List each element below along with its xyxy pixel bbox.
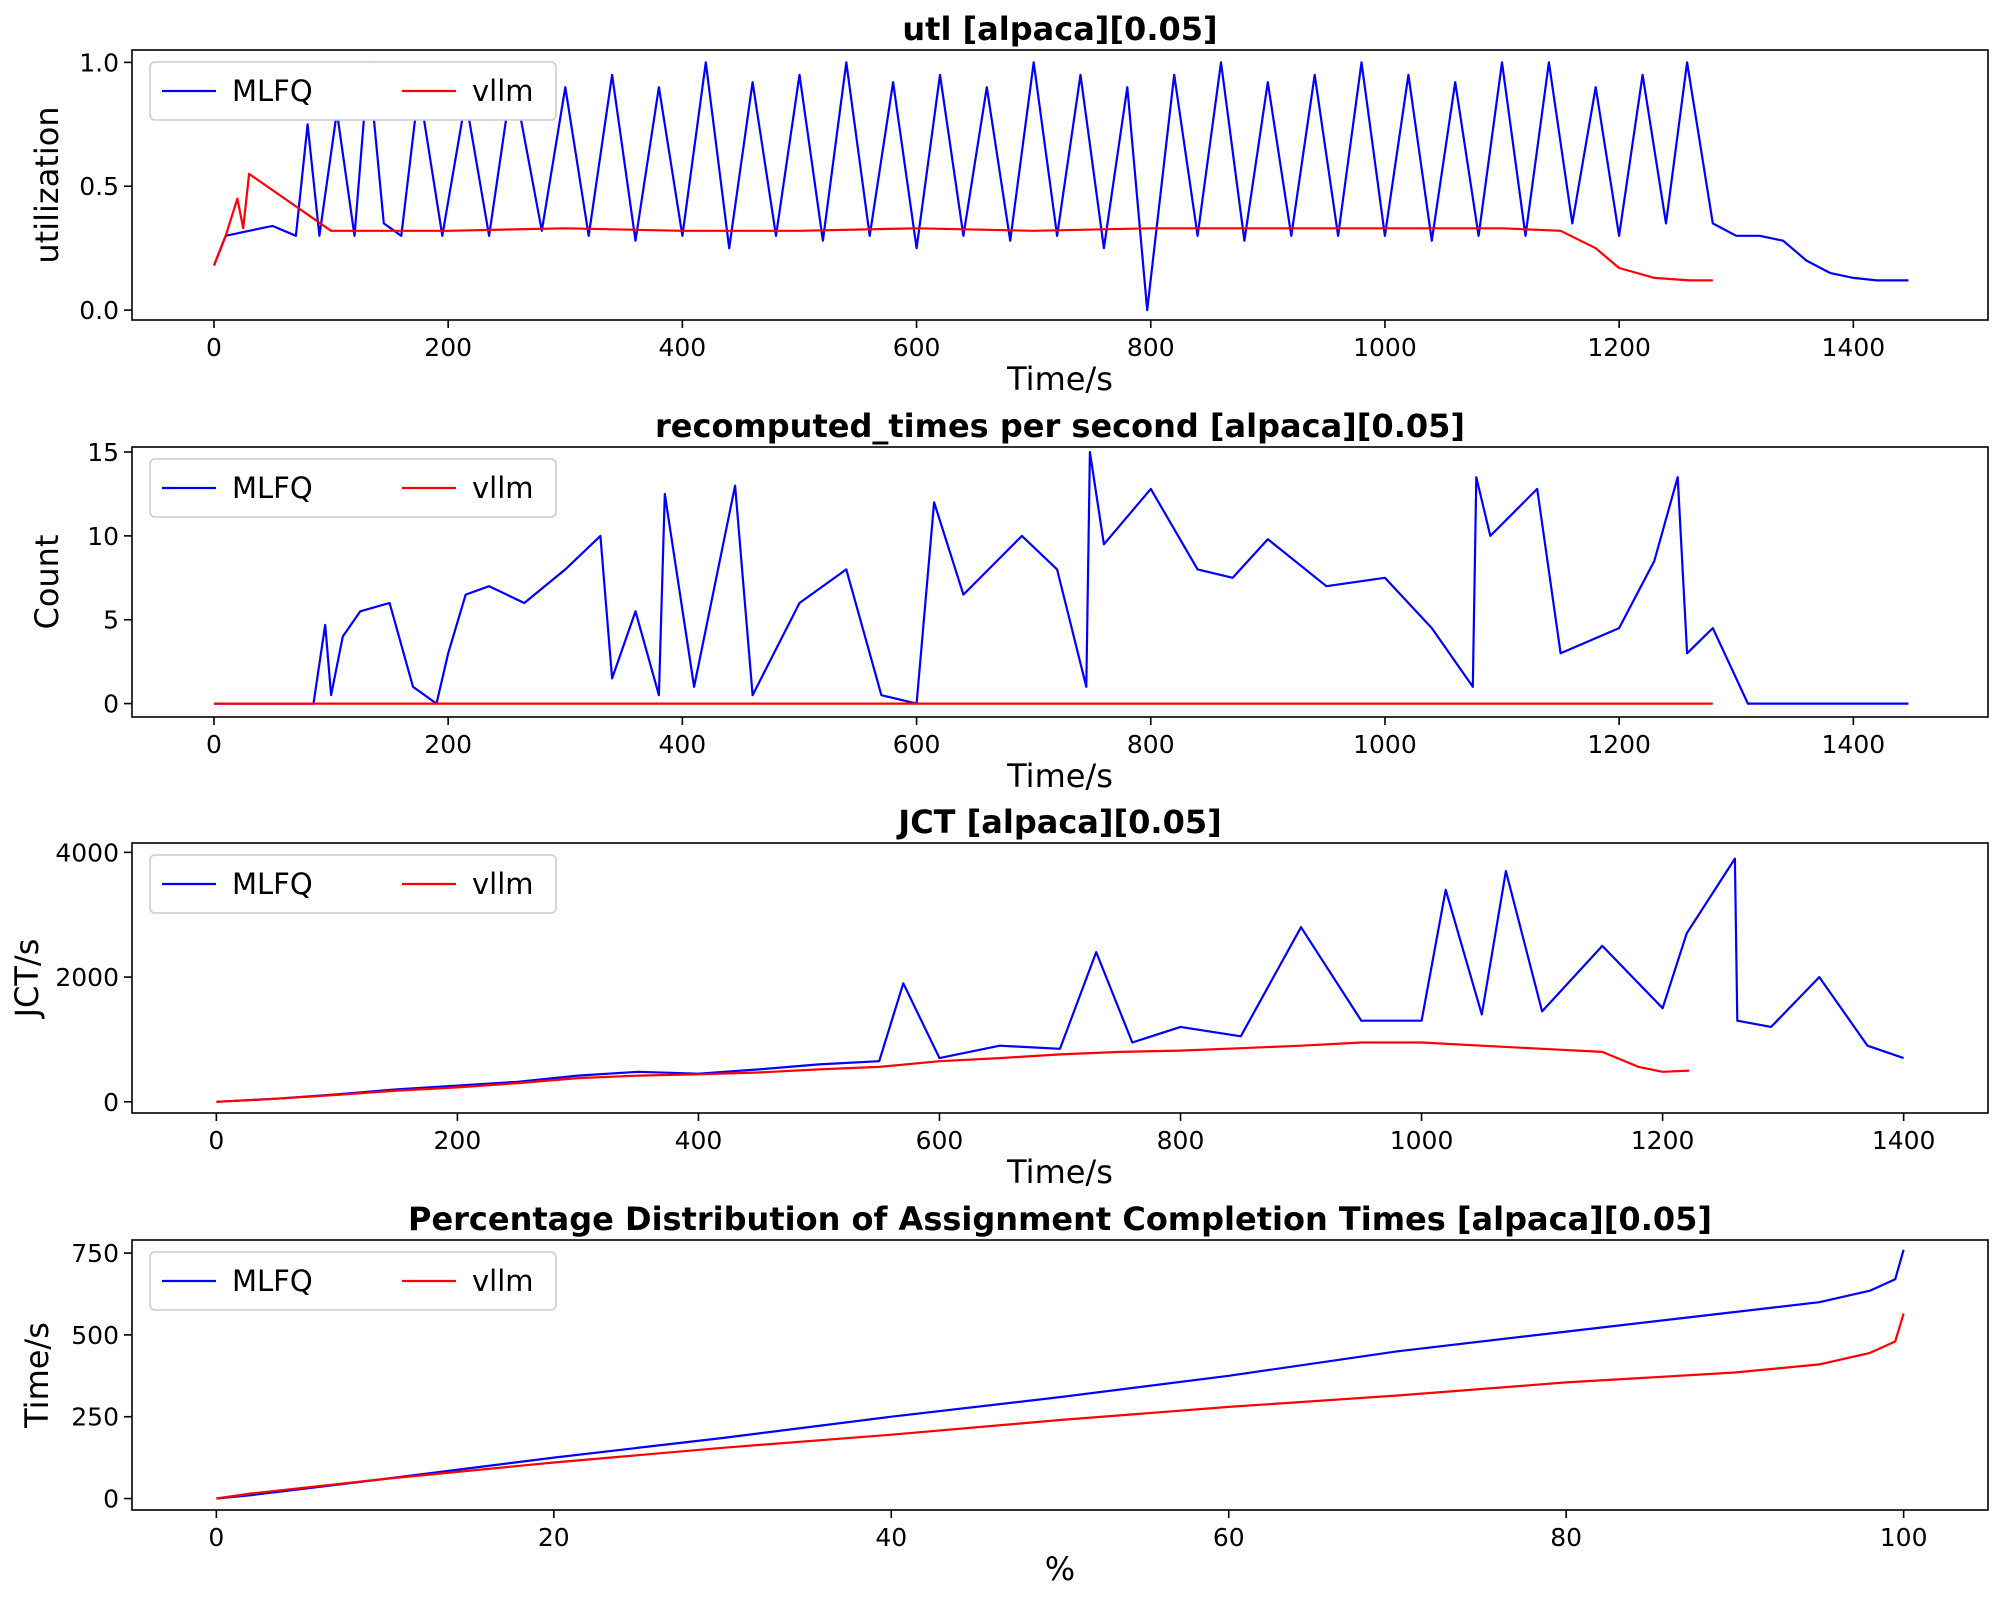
x-tick-label: 1200 [1587,730,1651,759]
x-tick-label: 80 [1550,1523,1582,1552]
subplot-3: 0 200 400 600 800 1000 1200 1400 0 2000 4000 JCT [a… [8,803,1989,1191]
x-tick-label: 200 [434,1126,482,1155]
x-axis-label: Time/s [1006,757,1113,795]
x-tick-label: 1400 [1872,1126,1936,1155]
x-axis-label: Time/s [1006,360,1113,398]
chart-title: Percentage Distribution of Assignment Co… [408,1200,1712,1238]
axes-frame [131,49,1989,321]
x-tick-label: 0 [206,333,222,362]
legend: MLFQ vllm [149,61,557,121]
x-axis-label: % [1045,1550,1075,1588]
axes-frame [131,446,1989,718]
x-tick-label: 20 [538,1523,570,1552]
x-tick-label: 600 [893,730,941,759]
y-tick-label: 0 [103,1485,119,1514]
x-tick-label: 400 [675,1126,723,1155]
y-tick-label: 1.0 [79,48,119,77]
x-tick-label: 1400 [1822,333,1886,362]
y-tick-label: 250 [71,1403,119,1432]
x-tick-label: 40 [875,1523,907,1552]
y-axis-label: JCT/s [8,939,46,1020]
legend-label-mlfq: MLFQ [232,74,313,108]
subplot-2: 0 200 400 600 800 1000 1200 1400 0 5 10 15 recompute… [28,407,1989,795]
y-tick-label: 10 [87,522,119,551]
legend-label-mlfq: MLFQ [232,867,313,901]
subplot-1: 0 200 400 600 800 1000 1200 1400 0.0 0.5 1.0 utl [a… [28,10,1989,398]
x-tick-label: 60 [1213,1523,1245,1552]
x-tick-label: 400 [659,730,707,759]
y-tick-label: 0 [103,690,119,719]
x-tick-label: 0 [208,1523,224,1552]
legend-box [149,458,557,518]
axes-frame [131,842,1989,1114]
x-tick-label: 800 [1127,730,1175,759]
x-tick-label: 100 [1880,1523,1928,1552]
series-line-vllm [216,1313,1905,1500]
legend: MLFQ vllm [149,854,557,914]
x-tick-label: 800 [1127,333,1175,362]
legend-box [149,1251,557,1311]
chart-title: utl [alpaca][0.05] [902,10,1217,48]
y-axis-label: utilization [28,106,66,263]
chart-title: JCT [alpaca][0.05] [896,803,1221,841]
x-tick-label: 1400 [1822,730,1886,759]
subplot-4: 0 20 40 60 80 100 0 250 500 750 Percentage Distrib… [18,1200,1989,1588]
legend-label-mlfq: MLFQ [232,471,313,505]
x-tick-label: 0 [206,730,222,759]
y-axis-label: Count [28,534,66,629]
legend-box [149,61,557,121]
y-tick-label: 750 [71,1239,119,1268]
x-tick-label: 1000 [1390,1126,1454,1155]
series-line-mlfq [216,857,1904,1103]
legend-box [149,854,557,914]
legend-label-vllm: vllm [472,1264,534,1298]
x-tick-label: 400 [659,333,707,362]
x-tick-label: 600 [893,333,941,362]
y-tick-label: 0.5 [79,172,119,201]
x-tick-label: 1000 [1353,730,1417,759]
series-line-vllm [212,172,1713,282]
chart-title: recomputed_times per second [alpaca][0.0… [655,407,1465,445]
axes-frame [131,1239,1989,1511]
series-line-mlfq [216,1249,1905,1500]
legend-label-mlfq: MLFQ [232,1264,313,1298]
x-tick-label: 0 [208,1126,224,1155]
x-tick-label: 1000 [1353,333,1417,362]
x-tick-label: 200 [424,333,472,362]
x-tick-label: 1200 [1631,1126,1695,1155]
x-tick-label: 1200 [1587,333,1651,362]
x-tick-label: 800 [1157,1126,1205,1155]
y-tick-label: 4000 [55,838,119,867]
y-tick-label: 0 [103,1088,119,1117]
legend: MLFQ vllm [149,458,557,518]
series-line-mlfq [212,61,1909,312]
y-tick-label: 0.0 [79,296,119,325]
y-tick-label: 2000 [55,963,119,992]
x-axis-label: Time/s [1006,1153,1113,1191]
y-tick-label: 15 [87,438,119,467]
y-tick-label: 500 [71,1321,119,1350]
legend-label-vllm: vllm [472,471,534,505]
x-tick-label: 200 [424,730,472,759]
legend-label-vllm: vllm [472,74,534,108]
y-tick-label: 5 [103,606,119,635]
y-axis-label: Time/s [18,1322,56,1429]
series-line-vllm [216,1041,1690,1103]
series-line-mlfq [214,450,1909,705]
legend: MLFQ vllm [149,1251,557,1311]
x-tick-label: 600 [916,1126,964,1155]
legend-label-vllm: vllm [472,867,534,901]
